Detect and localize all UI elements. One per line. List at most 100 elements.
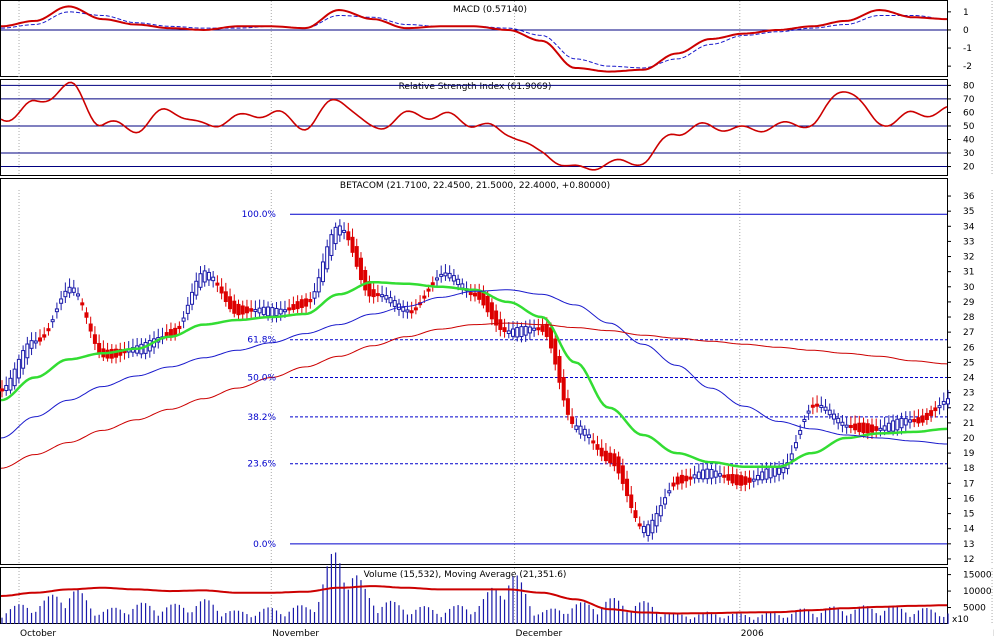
- y-tick-label: 10000: [963, 587, 992, 597]
- candle-body: [886, 422, 891, 432]
- rsi-title: Relative Strength Index (61.9069): [399, 82, 552, 92]
- mid-ma-line: [0, 289, 947, 445]
- candle-body: [827, 409, 832, 416]
- candle-body: [228, 296, 233, 310]
- price-pane: [0, 178, 948, 565]
- candle-body: [198, 273, 203, 288]
- y-tick-label: 29: [963, 298, 975, 308]
- candle-body: [654, 513, 659, 527]
- candle-body: [88, 323, 93, 332]
- candle-body: [320, 261, 325, 283]
- candle-body: [743, 476, 748, 485]
- candle-body: [768, 466, 773, 479]
- y-tick-label: 28: [963, 313, 975, 323]
- candle-body: [333, 226, 338, 245]
- candle-body: [540, 325, 545, 332]
- candle-body: [291, 304, 296, 310]
- candle-body: [434, 277, 439, 281]
- candle-body: [891, 420, 896, 432]
- candle-body: [722, 474, 727, 478]
- candle-body: [565, 398, 570, 415]
- candle-body: [679, 474, 684, 484]
- candle-body: [874, 426, 879, 431]
- candle-body: [287, 307, 292, 311]
- candle-body: [709, 469, 714, 479]
- candle-body: [481, 292, 486, 306]
- candle-body: [354, 246, 359, 267]
- candle-body: [329, 234, 334, 256]
- volume-ma-line: [0, 585, 947, 615]
- candle-body: [641, 525, 646, 534]
- candle-body: [468, 292, 473, 296]
- candle-body: [747, 477, 752, 483]
- candle-body: [405, 309, 410, 313]
- candle-body: [12, 368, 17, 387]
- candle-body: [388, 297, 393, 304]
- candle-body: [177, 325, 182, 330]
- candle-body: [392, 300, 397, 307]
- y-tick-label: 35: [963, 207, 974, 217]
- y-tick-label: 20: [963, 434, 975, 444]
- candle-body: [819, 404, 824, 408]
- candle-body: [701, 469, 706, 480]
- y-tick-label: 30: [963, 283, 975, 293]
- y-tick-label: 26: [963, 343, 975, 353]
- candle-body: [451, 275, 456, 282]
- fib-level-label: 38.2%: [247, 413, 276, 423]
- candle-body: [371, 289, 376, 298]
- y-tick-label: 0: [963, 26, 969, 36]
- candle-body: [266, 306, 271, 317]
- candle-body: [705, 468, 710, 480]
- candle-body: [810, 404, 815, 408]
- candle-body: [33, 340, 38, 344]
- candle-body: [46, 328, 51, 332]
- y-tick-label: 24: [963, 374, 975, 384]
- candle-body: [882, 425, 887, 431]
- candle-body: [899, 417, 904, 429]
- candle-body: [384, 295, 389, 300]
- y-tick-label: -1: [963, 44, 972, 54]
- candle-body: [211, 276, 216, 282]
- y-tick-label: 13: [963, 540, 974, 550]
- candle-body: [460, 283, 465, 289]
- candle-body: [696, 471, 701, 480]
- y-tick-label: 20: [963, 163, 975, 173]
- candle-body: [924, 412, 929, 421]
- candle-body: [646, 524, 651, 536]
- candle-body: [215, 282, 220, 286]
- y-tick-label: 5000: [963, 604, 986, 614]
- candle-body: [447, 272, 452, 279]
- candle-body: [751, 478, 756, 482]
- candle-body: [620, 465, 625, 484]
- y-tick-label: 33: [963, 237, 974, 247]
- candle-body: [0, 388, 4, 392]
- candle-body: [895, 418, 900, 431]
- candle-body: [426, 288, 431, 292]
- candle-body: [798, 430, 803, 435]
- candle-body: [675, 476, 680, 485]
- candle-body: [278, 308, 283, 315]
- candle-body: [777, 467, 782, 475]
- candle-body: [772, 466, 777, 477]
- candle-body: [439, 273, 444, 277]
- candle-body: [612, 453, 617, 467]
- month-label: December: [516, 629, 563, 638]
- y-tick-label: 17: [963, 479, 974, 489]
- candle-body: [498, 319, 503, 330]
- candle-body: [523, 325, 528, 336]
- candle-body: [223, 291, 228, 302]
- candle-body: [219, 286, 224, 294]
- y-tick-label: 70: [963, 95, 975, 105]
- candle-body: [853, 423, 858, 431]
- y-tick-label: 30: [963, 149, 975, 159]
- y-tick-label: 80: [963, 81, 975, 91]
- candle-body: [59, 298, 64, 304]
- month-label: 2006: [741, 629, 764, 638]
- y-tick-label: 15: [963, 510, 974, 520]
- candle-body: [97, 342, 102, 354]
- macd-line: [0, 5, 947, 73]
- candle-body: [760, 471, 765, 481]
- candle-body: [358, 257, 363, 281]
- marks-layer: [0, 5, 950, 624]
- candle-body: [401, 306, 406, 312]
